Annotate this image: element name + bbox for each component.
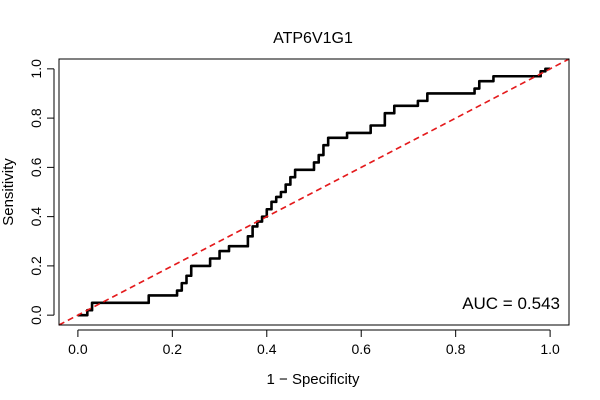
x-axis-label: 1 − Specificity <box>267 371 360 388</box>
x-tick-label: 0.6 <box>351 341 371 357</box>
y-tick-label: 0.0 <box>28 305 44 325</box>
x-tick-label: 0.8 <box>446 341 466 357</box>
y-tick-label: 0.8 <box>28 108 44 128</box>
y-tick-label: 0.2 <box>28 256 44 276</box>
plot-frame <box>58 58 570 326</box>
y-tick-label: 0.6 <box>28 157 44 177</box>
roc-curve-line <box>77 67 551 317</box>
chart-title: ATP6V1G1 <box>273 30 353 47</box>
y-tick-label: 1.0 <box>28 59 44 79</box>
x-tick-label: 1.0 <box>540 341 560 357</box>
reference-diagonal-line <box>58 58 570 326</box>
x-tick-label: 0.4 <box>257 341 277 357</box>
x-axis: 0.0 0.2 0.4 0.6 0.8 1.0 <box>68 329 560 357</box>
auc-annotation: AUC = 0.543 <box>462 294 560 313</box>
x-tick-label: 0.0 <box>68 341 88 357</box>
series-layer <box>58 58 570 326</box>
y-tick-label: 0.4 <box>28 207 44 227</box>
y-axis: 0.0 0.2 0.4 0.6 0.8 1.0 <box>28 59 55 325</box>
y-axis-label: Sensitivity <box>0 158 17 226</box>
x-tick-label: 0.2 <box>163 341 183 357</box>
